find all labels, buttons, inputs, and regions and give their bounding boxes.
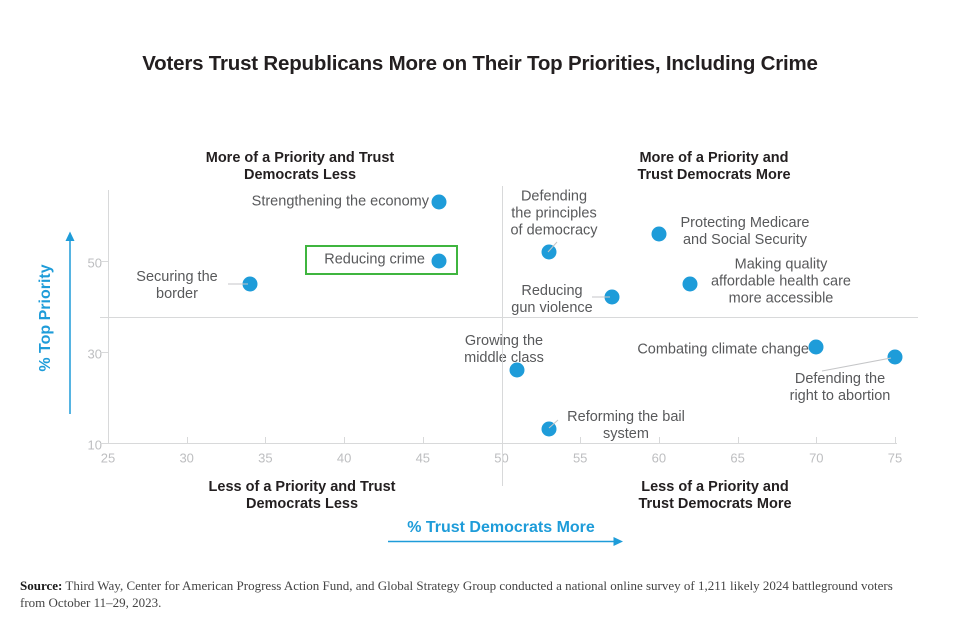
y-tick-label: 50 <box>87 255 102 271</box>
x-axis-title: % Trust Democrats More <box>407 519 595 536</box>
point-label-reforming-the-bail-system: Reforming the bail system <box>567 409 685 442</box>
quadrant-label-bottom-right: Less of a Priority and Trust Democrats M… <box>638 479 792 512</box>
point-dot-reducing-gun-violence <box>604 289 620 305</box>
point-label-growing-the-middle-class: Growing the middle class <box>464 333 544 366</box>
x-tick-label: 70 <box>809 450 824 466</box>
y-axis-arrowhead-icon <box>65 231 75 241</box>
point-label-defending-the-principles-of-democracy: Defending the principles of democracy <box>510 188 598 239</box>
x-tick-label: 55 <box>572 450 588 466</box>
x-tick-label: 60 <box>651 450 667 466</box>
highlight-box-reducing-crime <box>305 245 458 275</box>
point-dot-defending-the-right-to-abortion <box>887 349 903 365</box>
x-tick-label: 25 <box>100 450 116 466</box>
leader-line-defending-the-right-to-abortion <box>821 357 892 372</box>
point-dot-protecting-medicare-and-social-security <box>651 226 667 242</box>
x-axis-arrowhead-icon <box>613 537 623 546</box>
point-label-strengthening-the-economy: Strengthening the economy <box>251 193 429 210</box>
point-dot-combating-climate-change <box>808 339 824 355</box>
point-label-protecting-medicare-and-social-security: Protecting Medicare and Social Security <box>680 215 810 248</box>
source-text: Third Way, Center for American Progress … <box>20 578 893 610</box>
quadrant-label-top-left: More of a Priority and Trust Democrats L… <box>205 150 395 183</box>
point-dot-defending-the-principles-of-democracy <box>541 244 557 260</box>
y-tick-label: 10 <box>87 437 102 453</box>
point-dot-making-quality-affordable-health-care-more-accessible <box>682 276 698 292</box>
point-dot-growing-the-middle-class <box>509 362 525 378</box>
point-label-securing-the-border: Securing the border <box>136 269 218 302</box>
point-label-making-quality-affordable-health-care-more-accessible: Making quality affordable health care mo… <box>710 256 851 307</box>
source-prefix: Source: <box>20 578 63 593</box>
point-dot-strengthening-the-economy <box>431 194 447 210</box>
x-tick-label: 50 <box>494 450 509 466</box>
chart-title: Voters Trust Republicans More on Their T… <box>142 52 818 75</box>
x-tick-label: 65 <box>730 450 745 466</box>
x-tick-label: 30 <box>179 450 194 466</box>
point-dot-reducing-crime <box>431 253 447 269</box>
y-tick-label: 30 <box>87 346 102 362</box>
point-label-defending-the-right-to-abortion: Defending the right to abortion <box>789 371 891 404</box>
x-tick-label: 35 <box>258 450 273 466</box>
quadrant-label-top-right: More of a Priority and Trust Democrats M… <box>637 150 791 183</box>
point-dot-reforming-the-bail-system <box>541 421 557 437</box>
source-note: Source: Third Way, Center for American P… <box>20 578 948 611</box>
x-tick-label: 75 <box>887 450 903 466</box>
point-dot-securing-the-border <box>242 276 258 292</box>
point-label-reducing-gun-violence: Reducing gun violence <box>511 283 593 316</box>
y-axis-title: % Top Priority <box>37 264 54 372</box>
x-tick-label: 45 <box>415 450 431 466</box>
point-label-combating-climate-change: Combating climate change <box>637 341 809 358</box>
point-label-reducing-crime: Reducing crime <box>324 251 425 268</box>
x-tick-label: 40 <box>336 450 352 466</box>
quadrant-label-bottom-left: Less of a Priority and Trust Democrats L… <box>208 479 396 512</box>
